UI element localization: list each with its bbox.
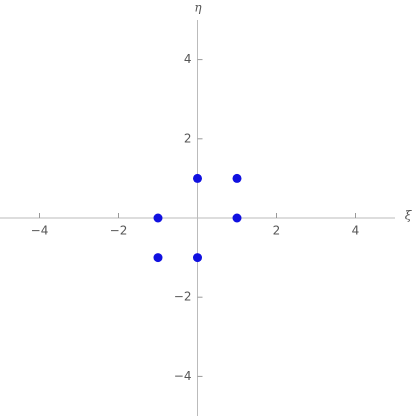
x-tick-label: 2 bbox=[273, 224, 281, 238]
x-tick-label: −4 bbox=[31, 224, 49, 238]
point bbox=[193, 173, 202, 183]
y-tick-label: 2 bbox=[184, 131, 192, 145]
point bbox=[153, 253, 163, 263]
y-axis-label: η bbox=[194, 1, 202, 15]
y-tick-label: 4 bbox=[184, 52, 192, 66]
x-tick-label: −2 bbox=[110, 224, 128, 238]
point bbox=[232, 173, 242, 183]
x-tick-label: 4 bbox=[352, 224, 360, 238]
point bbox=[232, 213, 242, 223]
point bbox=[153, 213, 163, 223]
y-tick-label: −2 bbox=[174, 290, 192, 304]
point bbox=[193, 253, 202, 263]
y-tick-label: −4 bbox=[174, 369, 192, 383]
x-axis-label: ξ bbox=[405, 209, 412, 223]
